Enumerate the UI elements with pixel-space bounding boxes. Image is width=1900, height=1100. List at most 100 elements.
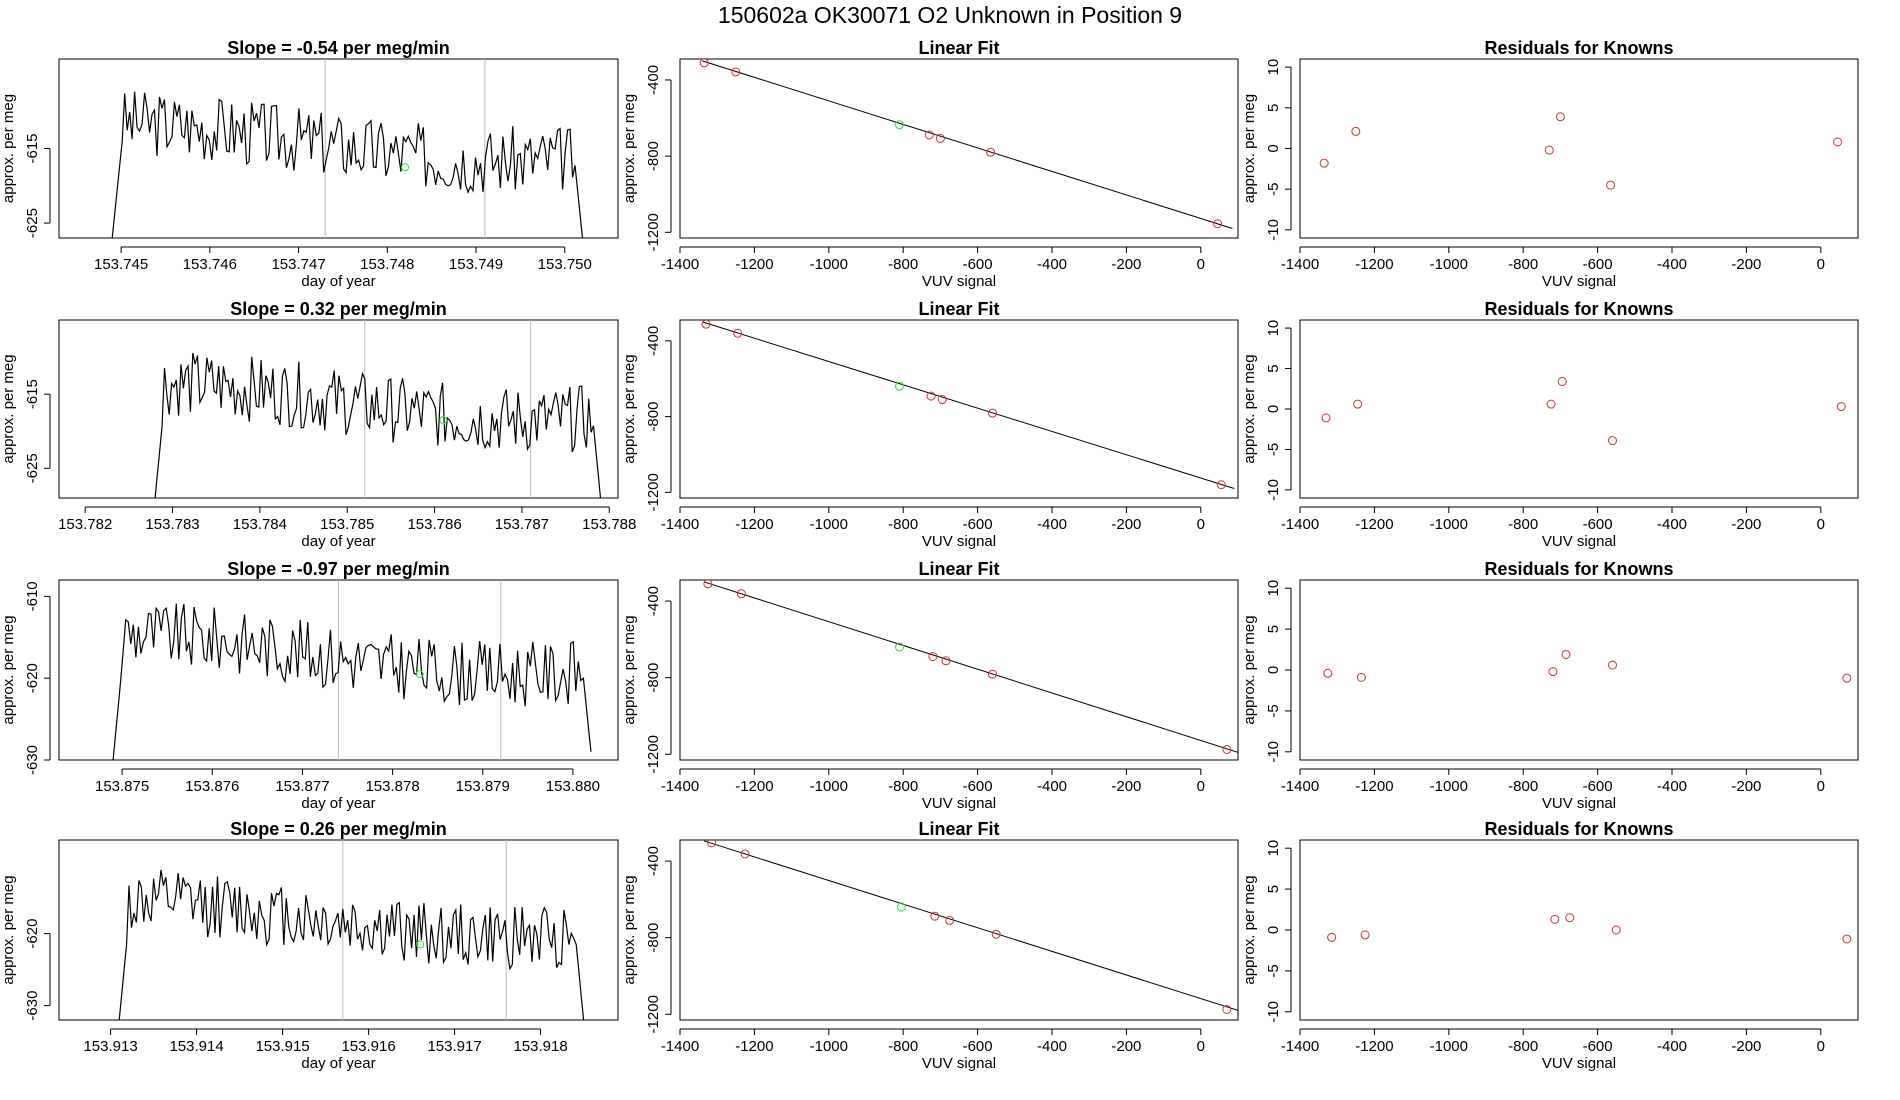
y-tick-label: -5 [1265, 183, 1282, 196]
y-tick-label: -400 [645, 326, 662, 356]
y-tick-label: -800 [645, 402, 662, 432]
plot-content [1321, 376, 1846, 446]
plot-title: Linear Fit [918, 299, 999, 319]
known-point [707, 840, 717, 848]
y-tick-label: -5 [1265, 443, 1282, 456]
plot-content [704, 840, 1238, 1014]
x-tick-label: -200 [1731, 1038, 1761, 1055]
y-tick-label: 5 [1265, 625, 1282, 633]
residual-point [1319, 158, 1329, 168]
residual-point [1356, 672, 1366, 682]
x-tick-label: -800 [1508, 516, 1538, 533]
x-tick-label: -1000 [1430, 256, 1468, 273]
y-tick-label: -400 [645, 846, 662, 876]
x-tick-label: -400 [1037, 256, 1067, 273]
x-tick-label: -1400 [1281, 516, 1319, 533]
x-tick-label: -800 [1508, 1038, 1538, 1055]
x-tick-label: -400 [1657, 516, 1687, 533]
known-point [941, 656, 951, 666]
residual-point [1833, 137, 1843, 147]
fit-line [702, 60, 1233, 229]
x-tick-label: -600 [963, 1038, 993, 1055]
residual-point [1565, 913, 1575, 923]
unknown-point [896, 902, 906, 912]
y-axis-label: approx. per meg [0, 354, 17, 463]
residual-point [1351, 126, 1361, 136]
plot-panel-2-3: Residuals for Knowns-1400 -1200 -1000 -800-… [1241, 299, 1859, 550]
x-tick-label: -400 [1037, 1038, 1067, 1055]
y-tick-label: -620 [24, 663, 41, 693]
x-tick-label: -400 [1657, 256, 1687, 273]
plot-title: Residuals for Knowns [1484, 38, 1673, 58]
plot-frame [58, 58, 619, 239]
y-tick-label: -1200 [645, 473, 662, 511]
y-tick-label: -630 [24, 991, 41, 1021]
x-tick-label: -1000 [810, 1038, 848, 1055]
plot-frame [1299, 319, 1859, 499]
x-axis-label: VUV signal [1542, 1055, 1616, 1072]
plot-panel-2-2: Linear Fit -1400 -1200 -1000 -800 -600 -400 -20… [621, 299, 1239, 550]
y-axis: 10 5 0 -5 -10 [1265, 840, 1292, 1023]
y-tick-label: -5 [1265, 964, 1282, 977]
x-tick-label: -600 [1583, 516, 1613, 533]
residual-point [1550, 914, 1560, 924]
known-point [1222, 1004, 1232, 1014]
x-tick-label: -200 [1111, 1038, 1141, 1055]
fit-line [704, 840, 1238, 1011]
unknown-point [894, 381, 904, 391]
x-tick-label: 153.913 [83, 1038, 137, 1055]
x-axis: 153.875 153.876 153.877 153.878 153.879 153.8… [95, 768, 600, 795]
y-tick-label: -800 [645, 923, 662, 953]
plot-panel-3-3: Residuals for Knowns-1400 -1200 -1000 -800-… [1241, 559, 1859, 812]
y-axis-label: approx. per meg [621, 94, 638, 203]
x-tick-label: -600 [963, 778, 993, 795]
x-tick-label: -1000 [1430, 516, 1468, 533]
data-series-line [111, 91, 584, 238]
x-tick-label: 153.880 [546, 778, 600, 795]
y-tick-label: 10 [1265, 59, 1282, 76]
plot-title: Residuals for Knowns [1484, 559, 1673, 579]
x-tick-label: -800 [1508, 256, 1538, 273]
y-axis-label: approx. per meg [621, 354, 638, 463]
x-tick-label: -600 [1583, 778, 1613, 795]
page-title: 150602a OK30071 O2 Unknown in Position 9 [717, 2, 1183, 28]
x-tick-label: -400 [1657, 1038, 1687, 1055]
x-tick-label: 0 [1197, 516, 1205, 533]
y-tick-label: 10 [1265, 840, 1282, 857]
x-tick-label: -200 [1731, 516, 1761, 533]
plot-frame [58, 319, 619, 499]
x-tick-label: -800 [888, 778, 918, 795]
x-tick-label: -1000 [1430, 778, 1468, 795]
x-tick-label: 153.784 [233, 516, 287, 533]
x-tick-label: -1000 [1430, 1038, 1468, 1055]
plot-content [1319, 112, 1843, 190]
known-point [986, 147, 996, 157]
unknown-point [894, 642, 904, 652]
x-tick-label: -1200 [1355, 256, 1393, 273]
plot-title: Slope = -0.54 per meg/min [227, 38, 450, 58]
x-tick-label: -1200 [735, 1038, 773, 1055]
y-tick-label: -625 [24, 453, 41, 483]
plot-panel-4-3: Residuals for Knowns-1400 -1200 -1000 -800-… [1241, 819, 1859, 1072]
fit-line [702, 321, 1235, 490]
residual-point [1323, 668, 1333, 678]
y-axis-label: approx. per meg [1241, 875, 1258, 984]
plot-frame [679, 839, 1239, 1021]
y-axis: 10 5 0 -5 -10 [1265, 59, 1292, 241]
plot-title: Slope = -0.97 per meg/min [227, 559, 450, 579]
x-tick-label: 153.785 [320, 516, 374, 533]
y-tick-label: -1200 [645, 735, 662, 773]
x-tick-label: -1400 [661, 1038, 699, 1055]
unknown-sample-marker [439, 416, 448, 425]
plot-frame [58, 839, 619, 1021]
y-tick-label: -630 [24, 745, 41, 775]
y-tick-label: 10 [1265, 580, 1282, 597]
plot-content [701, 320, 1235, 490]
residual-point [1546, 399, 1556, 409]
x-tick-label: -800 [888, 1038, 918, 1055]
x-tick-label: -1400 [661, 256, 699, 273]
x-tick-label: -600 [1583, 256, 1613, 273]
y-axis-label: approx. per meg [1241, 354, 1258, 463]
unknown-sample-marker [415, 670, 424, 679]
